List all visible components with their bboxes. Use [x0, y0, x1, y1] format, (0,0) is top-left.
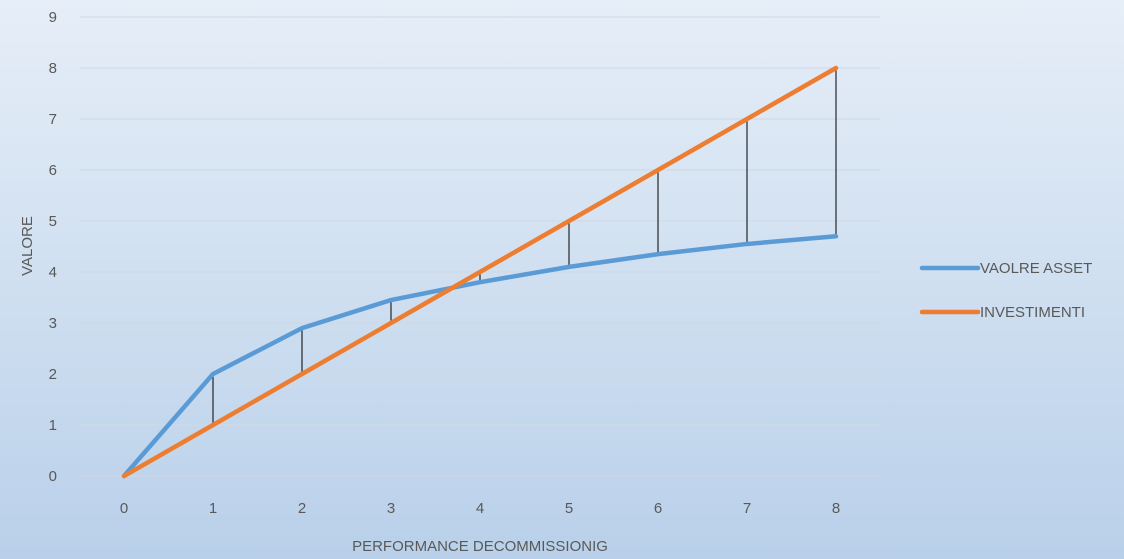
- y-axis-label: VALORE: [19, 216, 36, 276]
- y-tick-label: 4: [49, 264, 57, 281]
- x-tick-label: 2: [298, 500, 306, 517]
- x-tick-label: 5: [565, 500, 573, 517]
- y-tick-label: 1: [49, 417, 57, 434]
- x-tick-label: 7: [743, 500, 751, 517]
- y-tick-label: 2: [49, 366, 57, 383]
- y-tick-label: 6: [49, 162, 57, 179]
- x-tick-label: 3: [387, 500, 395, 517]
- y-tick-label: 3: [49, 315, 57, 332]
- x-axis-ticks: 0 1 2 3 4 5 6 7 8: [120, 500, 840, 517]
- legend: VAOLRE ASSET INVESTIMENTI: [919, 260, 1092, 321]
- series-line: [121, 234, 839, 479]
- series-lines: [121, 65, 839, 479]
- x-tick-label: 1: [209, 500, 217, 517]
- x-tick-label: 4: [476, 500, 484, 517]
- gridlines: [80, 16, 880, 477]
- y-axis-ticks: 0 1 2 3 4 5 6 7 8 9: [49, 9, 57, 485]
- legend-label: VAOLRE ASSET: [980, 260, 1092, 277]
- y-tick-label: 8: [49, 60, 57, 77]
- legend-label: INVESTIMENTI: [980, 304, 1085, 321]
- x-axis-label: PERFORMANCE DECOMMISSIONIG: [352, 538, 608, 555]
- y-tick-label: 9: [49, 9, 57, 26]
- x-tick-label: 0: [120, 500, 128, 517]
- series-line: [121, 65, 839, 479]
- x-tick-label: 6: [654, 500, 662, 517]
- y-tick-label: 0: [49, 468, 57, 485]
- x-tick-label: 8: [832, 500, 840, 517]
- y-tick-label: 5: [49, 213, 57, 230]
- y-tick-label: 7: [49, 111, 57, 128]
